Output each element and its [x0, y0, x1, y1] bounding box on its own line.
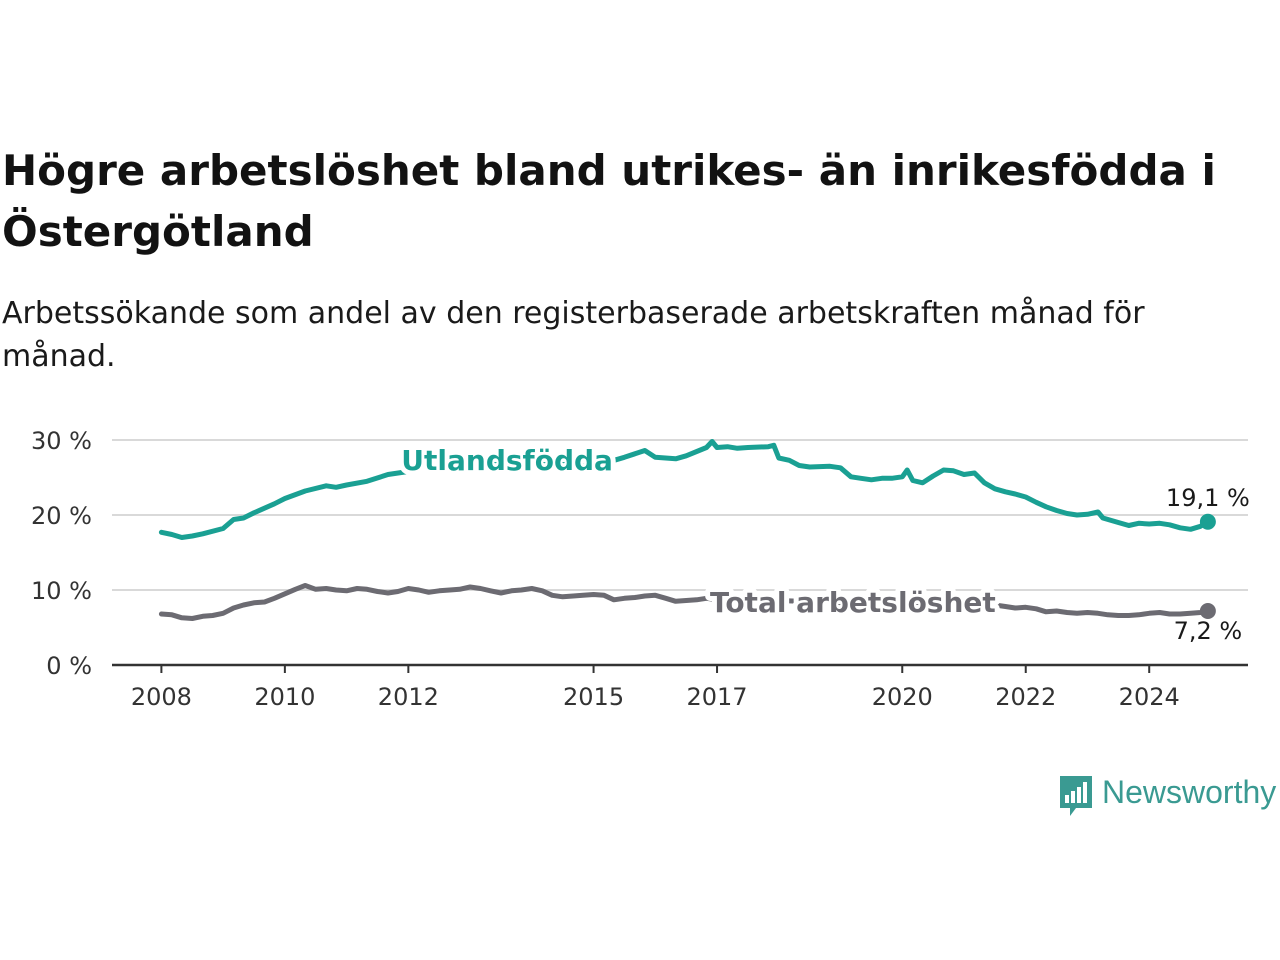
y-tick-label: 10 % — [31, 577, 92, 605]
series-lines — [158, 439, 1216, 621]
chart-subtitle: Arbetssökande som andel av den registerb… — [2, 296, 1145, 374]
x-tick-label: 2024 — [1119, 683, 1180, 711]
line-chart: 0 % 10 % 20 % 30 % 2008 2010 2012 2015 2017 2020… — [31, 427, 1250, 711]
x-tick-label: 2010 — [254, 683, 315, 711]
y-tick-label: 0 % — [46, 652, 92, 680]
x-tick-label: 2022 — [995, 683, 1056, 711]
series-labels: 19,1 % Utlandsfödda 7,2 % Total arbetslöshe… — [396, 439, 1250, 645]
series-end-value: 7,2 % — [1174, 617, 1243, 645]
x-tick-label: 2008 — [131, 683, 192, 711]
x-axis-ticks: 2008 2010 2012 2015 2017 2020 2022 2024 — [131, 665, 1180, 711]
newsworthy-logo-icon — [1060, 776, 1092, 816]
gridlines — [112, 439, 1248, 591]
x-tick-label: 2017 — [687, 683, 748, 711]
x-tick-label: 2020 — [872, 683, 933, 711]
newsworthy-logo: Newsworthy — [1058, 774, 1276, 818]
series-end-marker — [1199, 513, 1216, 530]
y-axis-labels: 0 % 10 % 20 % 30 % — [31, 427, 92, 680]
x-tick-label: 2015 — [563, 683, 624, 711]
brand-name: Newsworthy — [1102, 774, 1277, 810]
series-name-label: Total arbetslöshet — [710, 586, 996, 619]
y-tick-label: 20 % — [31, 502, 92, 530]
y-tick-label: 30 % — [31, 427, 92, 455]
series-end-value: 19,1 % — [1166, 484, 1250, 512]
chart-title: Högre arbetslöshet bland utrikes- än inr… — [2, 146, 1216, 256]
series-line-total — [158, 583, 1211, 621]
series-name-label: Utlandsfödda — [401, 444, 613, 477]
x-tick-label: 2012 — [378, 683, 439, 711]
series-line-utlandsfodda — [158, 439, 1211, 540]
series-end-marker — [1199, 603, 1216, 619]
